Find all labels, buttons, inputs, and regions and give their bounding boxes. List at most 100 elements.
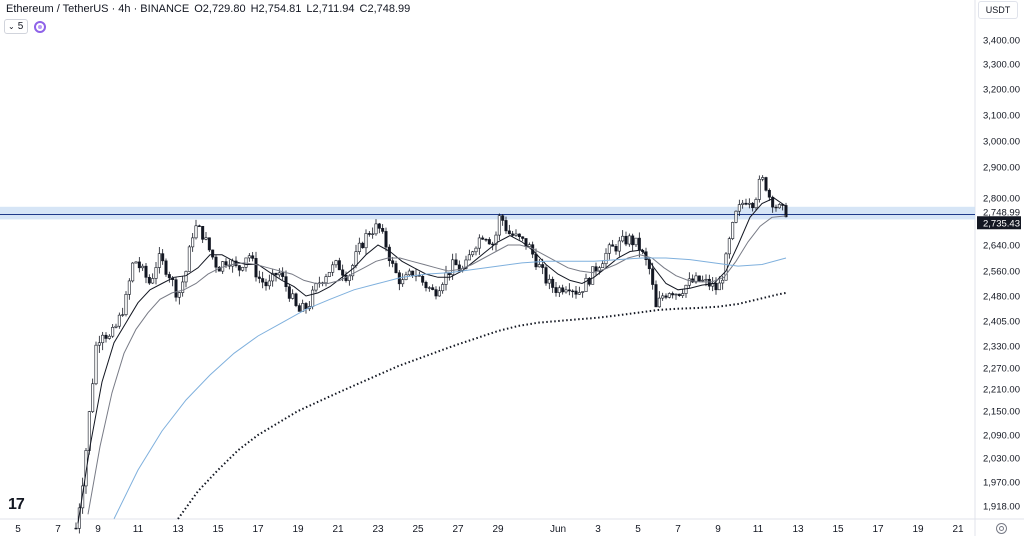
candle-body (438, 291, 440, 296)
candle-body (91, 384, 93, 412)
candle-body (408, 271, 410, 275)
candle-body (358, 243, 360, 251)
x-tick-label: 15 (212, 524, 224, 535)
candle-body (188, 247, 190, 271)
x-tick-label: 27 (452, 524, 464, 535)
candle-body (338, 261, 340, 270)
series-ema_dotted (178, 293, 786, 519)
candle-body (625, 236, 627, 244)
x-tick-label: 17 (872, 524, 884, 535)
candle-body (298, 306, 300, 312)
y-tick-label: 2,800.00 (983, 194, 1020, 205)
x-tick-label: Jun (550, 524, 566, 535)
candle-body (678, 294, 680, 296)
candle-body (651, 269, 653, 285)
y-tick-label: 2,560.00 (983, 267, 1020, 278)
y-tick-label: 2,900.00 (983, 163, 1020, 174)
candle-body (535, 254, 537, 267)
candle-body (575, 291, 577, 294)
chart-settings-icon[interactable] (996, 523, 1007, 534)
x-tick-label: 17 (252, 524, 264, 535)
candle-body (491, 244, 493, 245)
candle-body (268, 281, 270, 286)
candle-body (371, 234, 373, 235)
candle-body (258, 277, 260, 279)
x-tick-label: 23 (372, 524, 384, 535)
candle-body (98, 343, 100, 345)
candle-body (778, 204, 780, 207)
candle-body (311, 290, 313, 306)
resistance-zone (0, 207, 975, 220)
candle-body (551, 279, 553, 287)
candle-body (475, 248, 477, 252)
candle-body (538, 264, 540, 266)
candle-body (468, 255, 470, 260)
candle-body (561, 288, 563, 292)
x-tick-label: 11 (753, 524, 764, 535)
candle-body (191, 238, 193, 247)
candle-body (251, 256, 253, 259)
candle-body (108, 336, 110, 338)
candle-body (541, 264, 543, 267)
x-tick-label: 21 (952, 524, 964, 535)
candle-body (401, 280, 403, 284)
candle-body (105, 335, 107, 338)
candle-body (421, 276, 423, 282)
candle-body (668, 293, 670, 297)
candle-body (681, 294, 683, 296)
x-tick-label: 5 (635, 524, 641, 535)
candle-body (135, 262, 137, 263)
series-sma_mid (88, 216, 786, 514)
candle-body (238, 266, 240, 271)
y-tick-label: 1,918.00 (983, 502, 1020, 513)
candle-body (785, 205, 787, 216)
candle-body (148, 277, 150, 283)
candle-body (315, 284, 317, 290)
candle-body (591, 267, 593, 285)
candle-body (761, 178, 763, 180)
candle-body (275, 273, 277, 275)
candle-body (118, 315, 120, 326)
candle-body (375, 224, 377, 234)
y-tick-label: 2,210.00 (983, 385, 1020, 396)
candle-body (155, 267, 157, 278)
candle-body (638, 238, 640, 250)
candle-body (185, 271, 187, 282)
series-sma_slow (114, 258, 786, 519)
candle-body (95, 345, 97, 384)
candle-body (348, 276, 350, 281)
candle-body (175, 280, 177, 298)
candle-body (565, 290, 567, 292)
candle-body (581, 292, 583, 293)
candle-body (688, 279, 690, 285)
candle-body (411, 271, 413, 276)
y-tick-label: 2,090.00 (983, 431, 1020, 442)
candle-body (215, 257, 217, 267)
candle-body (225, 262, 227, 265)
candle-body (341, 270, 343, 275)
candle-body (111, 327, 113, 336)
candle-body (131, 263, 133, 281)
candle-body (425, 282, 427, 287)
y-tick-label: 2,480.00 (983, 292, 1020, 303)
candle-body (655, 285, 657, 307)
candle-body (558, 288, 560, 293)
candle-body (205, 238, 207, 240)
candle-body (601, 264, 603, 268)
candle-body (331, 265, 333, 272)
candle-body (731, 222, 733, 238)
candle-body (128, 281, 130, 294)
candle-body (488, 239, 490, 244)
x-tick-label: 19 (912, 524, 924, 535)
candle-body (698, 276, 700, 281)
candle-body (178, 293, 180, 298)
candle-body (608, 245, 610, 253)
candle-body (471, 252, 473, 255)
candle-body (505, 220, 507, 230)
candle-body (755, 199, 757, 207)
candle-body (685, 285, 687, 293)
candle-body (278, 273, 280, 275)
tradingview-logo-icon[interactable]: 17 (8, 496, 24, 514)
candle-body (611, 245, 613, 247)
